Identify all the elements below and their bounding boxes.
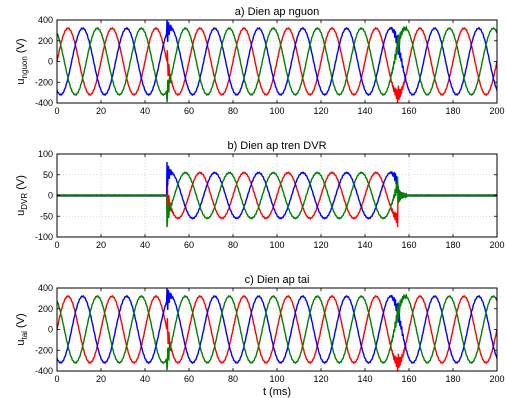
- x-tick-label: 80: [228, 240, 238, 250]
- x-tick-label: 120: [313, 106, 328, 116]
- y-axis-label: utai (V): [15, 313, 29, 345]
- chart-panel-1: 0 20 40 60 80 100 120 140 160 180 200 400 200 0 -200 -4…: [15, 6, 505, 116]
- x-tick-label: 0: [54, 106, 59, 116]
- x-tick-label: 80: [228, 106, 238, 116]
- x-tick-label: 40: [140, 106, 150, 116]
- x-tick-label: 140: [357, 240, 372, 250]
- x-tick-label: 60: [184, 106, 194, 116]
- y-tick-label: 400: [38, 15, 53, 25]
- y-tick-label: -400: [35, 98, 53, 108]
- x-tick-label: 60: [184, 374, 194, 384]
- x-tick-label: 200: [489, 240, 504, 250]
- x-tick-label: 40: [140, 240, 150, 250]
- x-tick-label: 60: [184, 240, 194, 250]
- x-tick-label: 20: [96, 240, 106, 250]
- x-tick-label: 140: [357, 374, 372, 384]
- x-tick-label: 100: [269, 106, 284, 116]
- y-axis-label: uDVR (V): [15, 175, 29, 216]
- x-tick-label: 180: [445, 374, 460, 384]
- x-tick-label: 0: [54, 374, 59, 384]
- chart-title: a) Dien ap nguon: [235, 6, 319, 18]
- y-tick-label: -100: [35, 232, 53, 242]
- traces: [57, 288, 497, 371]
- x-tick-label: 160: [401, 240, 416, 250]
- x-tick-label: 140: [357, 106, 372, 116]
- y-tick-label: -200: [35, 77, 53, 87]
- x-tick-label: 200: [489, 374, 504, 384]
- chart-panel-3: 0 20 40 60 80 100 120 140 160 180 200 400 200 0 -200 -4…: [15, 274, 505, 398]
- x-axis-label: t (ms): [263, 386, 291, 398]
- y-tick-label: -400: [35, 366, 53, 376]
- y-tick-label: -200: [35, 345, 53, 355]
- series-line-3: [57, 171, 497, 228]
- x-tick-label: 160: [401, 106, 416, 116]
- x-tick-label: 80: [228, 374, 238, 384]
- x-tick-label: 120: [313, 374, 328, 384]
- y-axis-label: unguon (V): [15, 38, 29, 84]
- series-line-2: [57, 20, 497, 97]
- series-line-3: [57, 293, 497, 371]
- x-tick-label: 180: [445, 240, 460, 250]
- x-tick-label: 0: [54, 240, 59, 250]
- x-tick-label: 120: [313, 240, 328, 250]
- traces: [57, 20, 497, 103]
- x-tick-label: 100: [269, 240, 284, 250]
- y-tick-label: 100: [38, 149, 53, 159]
- y-tick-label: 400: [38, 283, 53, 293]
- x-tick-label: 100: [269, 374, 284, 384]
- series-line-3: [57, 25, 497, 103]
- y-tick-label: 50: [43, 170, 53, 180]
- x-tick-label: 20: [96, 374, 106, 384]
- y-tick-label: 0: [48, 325, 53, 335]
- x-tick-label: 20: [96, 106, 106, 116]
- series-line-1: [57, 26, 497, 103]
- chart-title: c) Dien ap tai: [245, 274, 310, 286]
- x-tick-label: 160: [401, 374, 416, 384]
- x-tick-label: 200: [489, 106, 504, 116]
- y-tick-label: 0: [48, 57, 53, 67]
- series-line-2: [57, 288, 497, 365]
- y-tick-label: 200: [38, 36, 53, 46]
- traces: [57, 161, 497, 228]
- y-tick-label: 200: [38, 304, 53, 314]
- x-tick-label: 180: [445, 106, 460, 116]
- y-tick-label: 0: [48, 191, 53, 201]
- x-tick-label: 40: [140, 374, 150, 384]
- chart-title: b) Dien ap tren DVR: [227, 140, 326, 152]
- chart-panel-2: 0 20 40 60 80 100 120 140 160 180 200 100 50 0 -50 -100…: [15, 140, 505, 250]
- series-line-1: [57, 294, 497, 371]
- y-tick-label: -50: [40, 211, 53, 221]
